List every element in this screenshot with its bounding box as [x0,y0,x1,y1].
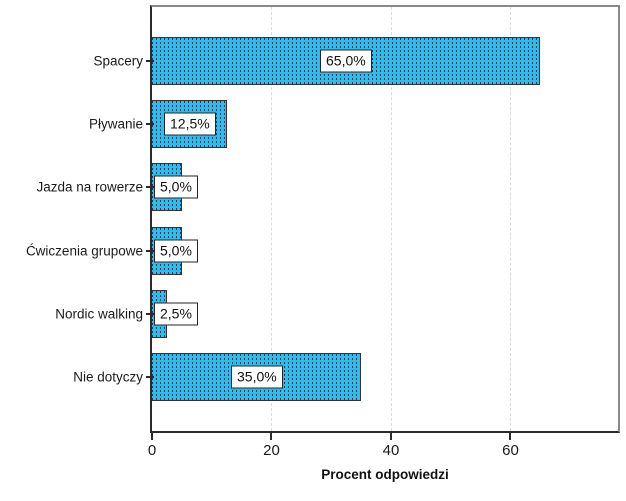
category-label: Jazda na rowerze [36,179,143,195]
gridline [390,7,392,431]
chart-row: Jazda na rowerze 5,0% [36,156,618,219]
x-tick-label: 60 [502,442,519,459]
x-tick-label: 40 [382,442,400,459]
category-tick-icon [146,376,154,379]
category-tick-icon [146,312,154,315]
category-label: Pływanie [88,116,143,132]
category-tick-icon [146,186,154,189]
bar-value-label: 5,0% [154,239,198,263]
chart-row: Nie dotyczy 35,0% [73,346,618,409]
bar-value-label: 5,0% [154,175,198,199]
category-tick-icon [146,249,154,252]
x-tick-mark [270,433,273,440]
gridline [271,7,273,431]
bar-value-label: 35,0% [231,365,283,389]
gridline [510,7,512,431]
x-tick-label: 0 [147,442,157,459]
chart-row: Pływanie 12,5% [89,92,618,155]
category-tick-icon [146,59,154,62]
plot-area: Spacery 65,0% Pływanie 12,5% Jazda na ro… [26,5,620,459]
category-label: Ćwiczenia grupowe [25,243,143,259]
x-tick-label: 20 [263,442,280,459]
x-tick-mark [151,433,153,440]
grid-layer [152,7,618,431]
x-tick-mark [509,433,512,440]
category-tick-icon [146,122,154,125]
bar-value-label: 65,0% [320,49,372,73]
bar-value-label: 12,5% [164,112,216,136]
x-axis-title: Procent odpowiedzi [321,467,449,482]
category-label: Nordic walking [55,306,143,322]
chart-rows: Spacery 65,0% Pływanie 12,5% Jazda na ro… [26,7,618,431]
x-tick-mark [389,433,392,440]
chart-row: Spacery 65,0% [93,29,618,92]
chart-row: Ćwiczenia grupowe 5,0% [26,219,618,282]
bar-value-label: 2,5% [154,302,198,326]
chart-row: Nordic walking 2,5% [55,282,618,345]
category-label: Nie dotyczy [73,369,143,385]
category-label: Spacery [93,53,143,69]
